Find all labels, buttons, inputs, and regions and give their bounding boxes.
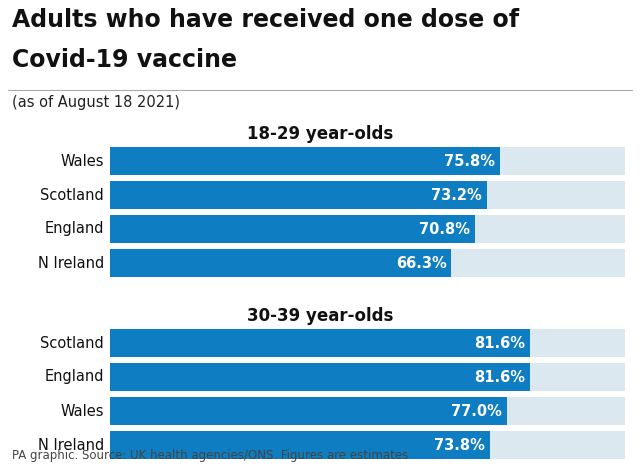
Bar (110, 329, 625, 357)
Text: Scotland: Scotland (40, 188, 104, 202)
Bar (110, 181, 487, 209)
Bar (110, 147, 500, 175)
Bar (110, 215, 625, 243)
Text: Adults who have received one dose of: Adults who have received one dose of (12, 8, 519, 32)
Text: 30-39 year-olds: 30-39 year-olds (247, 307, 393, 325)
Bar (110, 215, 475, 243)
Bar (110, 249, 625, 277)
Text: 66.3%: 66.3% (396, 256, 447, 270)
Text: PA graphic. Source: UK health agencies/ONS. Figures are estimates: PA graphic. Source: UK health agencies/O… (12, 449, 408, 462)
Bar (110, 397, 625, 425)
Text: Scotland: Scotland (40, 336, 104, 350)
Text: 75.8%: 75.8% (444, 153, 495, 169)
Text: 81.6%: 81.6% (474, 336, 525, 350)
Text: 77.0%: 77.0% (451, 404, 502, 418)
Bar (110, 249, 451, 277)
Bar (110, 147, 625, 175)
Text: 73.2%: 73.2% (431, 188, 482, 202)
Text: 18-29 year-olds: 18-29 year-olds (247, 125, 393, 143)
Text: Covid-19 vaccine: Covid-19 vaccine (12, 48, 237, 72)
Bar (110, 363, 625, 391)
Bar (110, 431, 625, 459)
Bar (110, 397, 506, 425)
Bar (110, 431, 490, 459)
Bar (110, 363, 530, 391)
Text: Wales: Wales (61, 404, 104, 418)
Text: N Ireland: N Ireland (38, 437, 104, 453)
Text: England: England (45, 369, 104, 385)
Text: 70.8%: 70.8% (419, 221, 470, 237)
Text: Wales: Wales (61, 153, 104, 169)
Text: 81.6%: 81.6% (474, 369, 525, 385)
Text: N Ireland: N Ireland (38, 256, 104, 270)
Text: 73.8%: 73.8% (434, 437, 485, 453)
Bar (110, 181, 625, 209)
Text: (as of August 18 2021): (as of August 18 2021) (12, 95, 180, 110)
Text: England: England (45, 221, 104, 237)
Bar (110, 329, 530, 357)
